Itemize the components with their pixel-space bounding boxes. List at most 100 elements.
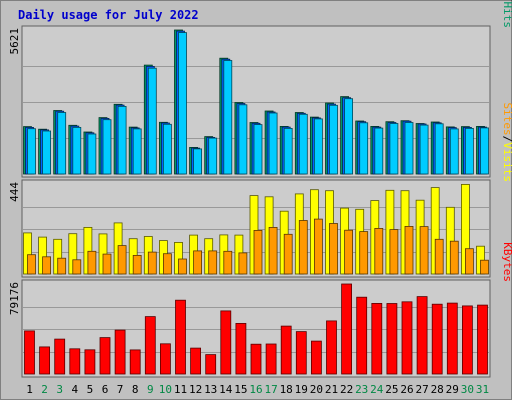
bar-kbytes	[371, 302, 383, 375]
bar-sites	[72, 259, 82, 275]
bar-pages	[344, 98, 354, 175]
bar-pages	[193, 148, 203, 175]
bar-sites	[42, 256, 51, 275]
bar-pages	[283, 127, 293, 175]
bar-pages	[329, 104, 338, 175]
bar-sites	[480, 259, 489, 275]
x-tick-label: 5	[87, 383, 94, 396]
bar-kbytes	[205, 354, 217, 375]
series-label-part: /	[501, 0, 512, 2]
x-tick-label: 31	[476, 383, 489, 396]
x-tick-label: 20	[310, 383, 323, 396]
series-label-part: Sites	[501, 103, 512, 136]
bar-sites	[102, 253, 112, 275]
bar-kbytes	[114, 329, 126, 375]
bar-sites	[253, 229, 263, 275]
bar-pages	[434, 123, 444, 175]
bar-sites	[404, 225, 414, 275]
x-tick-label: 24	[370, 383, 384, 396]
bar-sites	[208, 250, 218, 275]
bar-sites	[283, 233, 293, 275]
bar-sites	[193, 250, 203, 275]
bar-sites	[374, 227, 384, 275]
panel-max-label: 5621	[8, 28, 21, 55]
bar-kbytes	[159, 343, 171, 375]
x-tick-label: 11	[174, 383, 187, 396]
panel-series-label: Sites/Visits	[501, 103, 512, 183]
bar-sites	[344, 229, 354, 275]
x-tick-label: 27	[415, 383, 428, 396]
x-tick-label: 9	[147, 383, 154, 396]
bar-sites	[329, 223, 338, 275]
bar-kbytes	[99, 337, 111, 375]
bar-kbytes	[401, 301, 413, 375]
bar-sites	[359, 231, 369, 275]
bar-sites	[223, 250, 233, 275]
bar-kbytes	[144, 316, 156, 375]
x-tick-label: 18	[280, 383, 293, 396]
x-tick-label: 1	[26, 383, 33, 396]
bar-pages	[117, 106, 127, 175]
x-tick-label: 15	[234, 383, 247, 396]
bar-kbytes	[416, 296, 428, 375]
bar-sites	[57, 257, 67, 275]
bar-kbytes	[477, 304, 488, 375]
bar-sites	[389, 229, 399, 275]
bar-pages	[57, 112, 67, 175]
bar-kbytes	[54, 338, 66, 375]
x-tick-label: 21	[325, 383, 338, 396]
x-tick-label: 16	[249, 383, 262, 396]
x-tick-label: 12	[189, 383, 202, 396]
bar-pages	[132, 128, 142, 175]
bar-kbytes	[341, 283, 353, 375]
bar-pages	[404, 122, 414, 175]
series-label-part: Hits	[501, 2, 512, 29]
bar-kbytes	[129, 349, 141, 375]
x-tick-label: 17	[264, 383, 277, 396]
bar-pages	[72, 127, 82, 175]
bar-pages	[87, 133, 97, 175]
chart-panels: 5621Pages/Files/Hits444Sites/Visits79176…	[8, 0, 512, 378]
bar-sites	[178, 258, 187, 275]
bar-kbytes	[431, 303, 443, 375]
x-tick-label: 13	[204, 383, 217, 396]
bar-sites	[419, 226, 429, 275]
bar-pages	[42, 130, 51, 175]
x-tick-label: 7	[117, 383, 124, 396]
bar-kbytes	[220, 310, 232, 375]
bar-kbytes	[84, 349, 96, 375]
x-tick-label: 29	[446, 383, 459, 396]
x-tick-label: 22	[340, 383, 353, 396]
bar-pages	[253, 124, 263, 175]
x-tick-label: 26	[400, 383, 413, 396]
bar-kbytes	[250, 343, 262, 375]
bar-kbytes	[446, 302, 458, 375]
bar-sites	[87, 250, 97, 275]
bar-pages	[147, 67, 157, 175]
bar-pages	[480, 127, 489, 175]
bar-sites	[313, 218, 323, 275]
bar-kbytes	[326, 320, 337, 375]
panel-max-label: 79176	[8, 282, 21, 315]
bar-sites	[464, 248, 474, 275]
series-label-part: /	[501, 136, 512, 143]
bar-pages	[449, 128, 459, 175]
bar-sites	[298, 220, 308, 275]
bar-sites	[449, 240, 459, 275]
bar-kbytes	[461, 305, 473, 375]
bar-kbytes	[280, 325, 292, 375]
bar-kbytes	[265, 343, 277, 375]
panel-series-label: KBytes	[501, 242, 512, 282]
bar-kbytes	[295, 331, 307, 375]
x-tick-label: 2	[41, 383, 48, 396]
x-axis-labels: 1 2 3 4 5 6 7 8 9 10 11 12 13 14 15 16 17 18 19 20 21 22 23 24 2…	[26, 383, 489, 396]
bar-pages	[389, 123, 399, 175]
bar-pages	[298, 113, 308, 175]
bar-pages	[464, 127, 474, 175]
x-tick-label: 4	[71, 383, 78, 396]
bar-kbytes	[310, 340, 322, 375]
bar-pages	[374, 127, 384, 175]
x-tick-label: 6	[102, 383, 109, 396]
